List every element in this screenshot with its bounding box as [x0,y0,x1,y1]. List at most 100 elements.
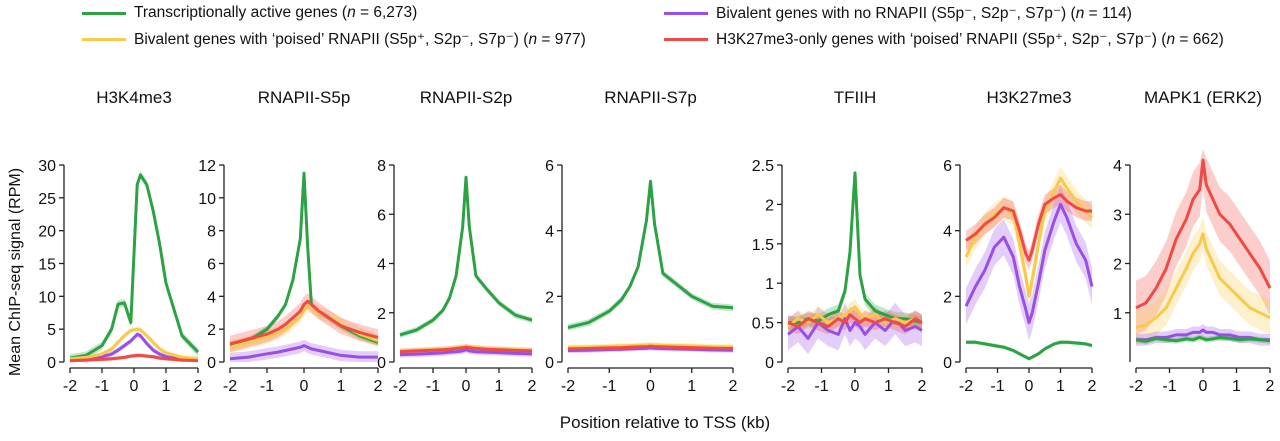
x-tick-label: 1 [1056,378,1065,395]
x-axis-label: Position relative to TSS (kb) [560,413,770,432]
series-line-1 [964,176,1094,298]
x-tick-label: 0 [646,378,655,395]
x-tick-label: -2 [1129,378,1143,395]
y-tick-label: 1.5 [752,237,774,254]
x-tick-label: -1 [814,378,828,395]
x-tick-label: 2 [194,378,203,395]
y-tick-label: 1 [765,276,774,293]
series-line-3 [787,313,923,328]
panel-title: RNAPII-S2p [420,88,513,107]
panel-5: H3K27me3 0 2 4 6 -2 -1 0 1 2 [943,88,1096,395]
x-tick-label: 2 [918,378,927,395]
y-tick-label: 2 [943,289,952,306]
x-tick-label: -2 [63,378,77,395]
series-line-2 [567,343,734,349]
y-tick-label: 4 [943,224,952,241]
y-tick-label: 4 [545,224,554,241]
series-line-1 [229,344,378,361]
x-tick-label: -1 [1162,378,1176,395]
y-tick-label: 10 [38,289,56,306]
legend: Transcriptionally active genes (n = 6,27… [0,0,1280,56]
legend-swatch [664,38,708,41]
y-tick-label: 6 [377,207,386,224]
y-tick-label: 30 [38,158,56,175]
series-band-1 [966,166,1092,308]
x-tick-label: 0 [1199,378,1208,395]
series-band-0 [966,186,1092,341]
legend-label: Bivalent genes with ‘poised’ RNAPII (S5p… [134,31,586,48]
legend-label: Transcriptionally active genes (n = 6,27… [134,4,418,21]
y-tick-label: 0 [545,355,554,372]
legend-item-bivalent-poised: Bivalent genes with ‘poised’ RNAPII (S5p… [82,30,586,49]
x-tick-label: 1 [1232,378,1241,395]
x-tick-label: -2 [781,378,795,395]
legend-swatch [82,38,126,41]
x-tick-label: 1 [687,378,696,395]
series-band-2 [230,299,378,354]
x-tick-label: 1 [495,378,504,395]
x-tick-label: 2 [1088,378,1097,395]
series-line-2 [787,305,923,328]
x-tick-label: -2 [393,378,407,395]
y-tick-label: 4 [1113,158,1122,175]
series-band-2 [966,184,1092,271]
legend-label: H3K27me3-only genes with ‘poised’ RNAPII… [716,31,1224,48]
x-tick-label: -2 [223,378,237,395]
y-tick-label: 8 [207,224,216,241]
series-line-2 [1136,328,1270,342]
x-tick-label: 2 [1266,378,1275,395]
panel-title: TFIIH [834,88,877,107]
series-line-0 [1135,158,1272,310]
y-tick-label: 2 [765,197,774,214]
x-tick-label: 0 [300,378,309,395]
y-tick-label: 0 [207,355,216,372]
x-tick-label: -1 [602,378,616,395]
x-tick-label: -1 [95,378,109,395]
x-tick-label: 2 [729,378,738,395]
x-tick-label: 0 [851,378,860,395]
series-line-2 [965,193,1092,262]
y-tick-label: 1 [1113,306,1122,323]
panel-title: H3K27me3 [986,88,1071,107]
y-tick-label: 15 [38,257,56,274]
y-tick-label: 4 [377,257,386,274]
series-line-3 [966,340,1093,361]
y-tick-label: 2.5 [752,158,774,175]
series-line-1 [69,332,199,362]
series-line-3 [399,345,533,354]
y-tick-label: 10 [198,191,216,208]
y-tick-label: 6 [943,158,952,175]
x-tick-label: 2 [528,378,537,395]
y-tick-label: 0.5 [752,316,774,333]
panel-3: RNAPII-S7p 0 2 4 6 -2 -1 0 1 2 [545,88,737,395]
y-tick-label: 2 [207,322,216,339]
panel-6: MAPK1 (ERK2) 1 2 3 4 -2 -1 0 1 2 [1113,88,1274,395]
y-tick-label: 3 [1113,207,1122,224]
panel-title: RNAPII-S5p [258,88,351,107]
series-line-0 [567,179,734,329]
series-band-0 [568,178,733,331]
legend-item-active: Transcriptionally active genes (n = 6,27… [82,4,417,22]
legend-swatch [664,12,708,15]
legend-item-h3k27me3-only: H3K27me3-only genes with ‘poised’ RNAPII… [664,30,1224,49]
y-tick-label: 4 [207,289,216,306]
panel-0: H3K4me3 0 5 10 15 20 25 30 -2 -1 0 1 2 [38,88,202,395]
y-tick-label: 0 [765,355,774,372]
x-tick-label: 1 [162,378,171,395]
legend-label: Bivalent genes with no RNAPII (S5p⁻, S2p… [716,5,1132,22]
x-tick-label: -2 [561,378,575,395]
series-band-1 [1136,216,1270,345]
y-tick-label: 12 [198,158,216,175]
series-line-3 [1135,335,1271,343]
y-tick-label: 20 [38,224,56,241]
series-line-3 [567,344,734,351]
y-axis-label: Mean ChIP-seq signal (RPM) [7,168,24,376]
series-line-1 [399,348,533,357]
x-tick-label: 1 [884,378,893,395]
legend-swatch [82,11,126,15]
x-tick-label: -2 [959,378,973,395]
y-tick-label: 0 [377,355,386,372]
